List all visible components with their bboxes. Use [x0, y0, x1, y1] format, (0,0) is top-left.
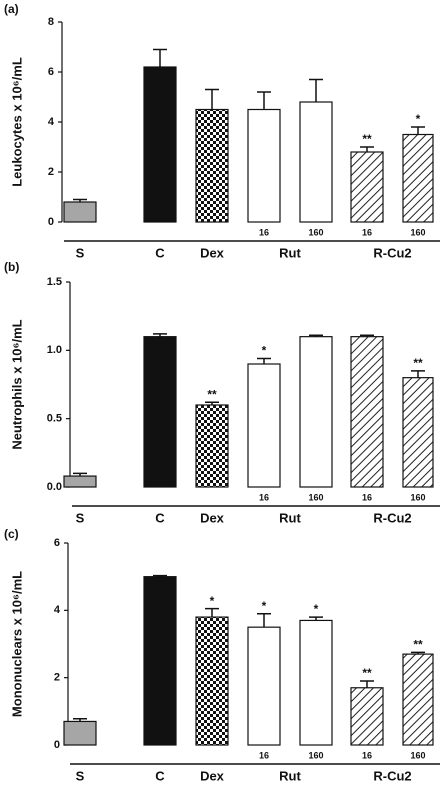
- error-bar: [411, 126, 425, 135]
- bar: [195, 616, 229, 746]
- bar: [143, 336, 177, 488]
- y-axis-label: Mononuclears x 10⁶/mL: [9, 571, 24, 717]
- error-bar: [205, 607, 219, 618]
- significance: *: [210, 594, 215, 608]
- y-tick-label: 2: [48, 166, 54, 178]
- significance: **: [207, 387, 217, 401]
- bar: [350, 336, 384, 488]
- bar: [143, 66, 177, 223]
- group-label: C: [155, 768, 165, 783]
- dose-label: 160: [410, 492, 425, 502]
- y-tick-label: 1.5: [47, 276, 62, 288]
- bar: [247, 626, 281, 746]
- bar: [299, 619, 333, 746]
- dose-label: 160: [410, 750, 425, 760]
- group-label: Dex: [200, 510, 225, 525]
- bar: [299, 101, 333, 223]
- dose-label: 16: [259, 750, 269, 760]
- group-label: Rut: [279, 510, 301, 525]
- bar: [247, 363, 281, 488]
- dose-label: 160: [308, 227, 323, 237]
- dose-label: 16: [362, 227, 372, 237]
- bar: [402, 377, 434, 488]
- significance: *: [262, 344, 267, 358]
- dose-label: 160: [308, 492, 323, 502]
- panel-label: (b): [4, 260, 19, 274]
- group-label: S: [76, 768, 85, 783]
- bar: [63, 720, 97, 746]
- error-bar: [309, 334, 323, 337]
- error-bar: [360, 334, 374, 337]
- error-bar: [205, 88, 219, 110]
- y-tick-label: 4: [54, 604, 61, 616]
- y-tick-label: 0.0: [47, 481, 62, 493]
- group-label: Dex: [200, 768, 225, 783]
- dose-label: 160: [410, 227, 425, 237]
- error-bar: [309, 616, 323, 621]
- error-bar: [360, 146, 374, 152]
- y-tick-label: 0.5: [47, 413, 62, 425]
- error-bar: [257, 91, 271, 110]
- panel-label: (a): [4, 2, 19, 16]
- group-label: R-Cu2: [373, 245, 411, 260]
- error-bar: [73, 717, 87, 722]
- significance: **: [413, 356, 423, 370]
- bar: [299, 336, 333, 488]
- bar: [63, 201, 97, 223]
- error-bar: [205, 401, 219, 405]
- dose-label: 160: [308, 750, 323, 760]
- error-bar: [360, 680, 374, 688]
- error-bar: [257, 357, 271, 364]
- dose-label: 16: [362, 492, 372, 502]
- group-label: R-Cu2: [373, 768, 411, 783]
- error-bar: [309, 78, 323, 102]
- dose-label: 16: [259, 492, 269, 502]
- bar: [402, 133, 434, 223]
- panel-label: (c): [4, 527, 19, 541]
- error-bar: [257, 612, 271, 628]
- group-label: S: [76, 245, 85, 260]
- bar: [63, 475, 97, 488]
- y-tick-label: 0: [54, 739, 60, 751]
- y-tick-label: 6: [48, 66, 54, 78]
- error-bar: [153, 333, 167, 337]
- bar: [195, 108, 229, 223]
- y-tick-label: 1.0: [47, 344, 62, 356]
- y-axis-label: Neutrophils x 10⁶/mL: [9, 319, 24, 449]
- group-label: Rut: [279, 768, 301, 783]
- bar: [247, 108, 281, 223]
- dose-label: 16: [259, 227, 269, 237]
- bar: [350, 151, 384, 223]
- error-bar: [73, 198, 87, 202]
- y-tick-label: 6: [54, 537, 60, 549]
- y-tick-label: 4: [48, 116, 55, 128]
- significance: *: [314, 602, 319, 616]
- significance: **: [362, 666, 372, 680]
- error-bar: [411, 370, 425, 378]
- y-axis-label: Leukocytes x 10⁶/mL: [9, 57, 24, 187]
- group-label: S: [76, 510, 85, 525]
- error-bar: [411, 651, 425, 655]
- error-bar: [73, 472, 87, 477]
- error-bar: [153, 574, 167, 577]
- significance: **: [413, 638, 423, 652]
- bar: [402, 653, 434, 746]
- significance: *: [416, 112, 421, 126]
- group-label: C: [155, 245, 165, 260]
- y-tick-label: 0: [48, 216, 54, 228]
- group-label: C: [155, 510, 165, 525]
- bar: [195, 404, 229, 488]
- group-label: Rut: [279, 245, 301, 260]
- bar: [350, 687, 384, 746]
- group-label: Dex: [200, 245, 225, 260]
- bar: [143, 576, 177, 746]
- group-label: R-Cu2: [373, 510, 411, 525]
- significance: *: [262, 599, 267, 613]
- significance: **: [362, 132, 372, 146]
- dose-label: 16: [362, 750, 372, 760]
- y-tick-label: 8: [48, 16, 54, 28]
- error-bar: [153, 48, 167, 67]
- y-tick-label: 2: [54, 672, 60, 684]
